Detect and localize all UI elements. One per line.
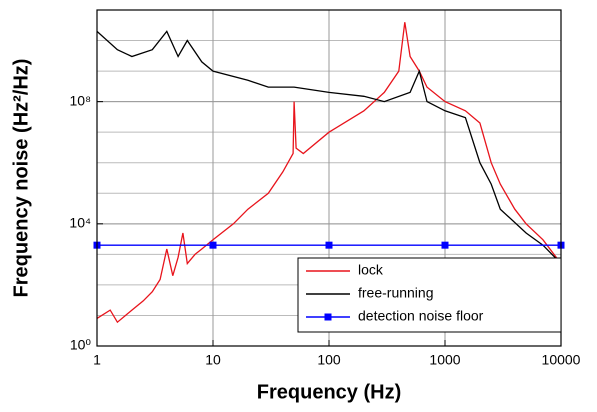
y-tick-label: 10⁸ bbox=[70, 92, 92, 108]
plot-frame bbox=[96, 9, 562, 347]
x-tick-label: 1000 bbox=[429, 352, 460, 368]
x-axis-label: Frequency (Hz) bbox=[257, 381, 401, 403]
series-marker bbox=[209, 241, 217, 249]
legend-label: free-running bbox=[358, 285, 434, 301]
legend-marker bbox=[324, 313, 332, 321]
series-marker bbox=[325, 241, 333, 249]
legend-label: lock bbox=[358, 262, 384, 278]
x-tick-label: 10000 bbox=[542, 352, 581, 368]
y-axis-label: Frequency noise (Hz²/Hz) bbox=[10, 59, 32, 298]
y-tick-label: 10⁰ bbox=[70, 337, 92, 353]
legend-label: detection noise floor bbox=[358, 308, 484, 324]
x-tick-label: 10 bbox=[205, 352, 221, 368]
x-tick-label: 100 bbox=[317, 352, 341, 368]
y-tick-label: 10⁴ bbox=[69, 215, 91, 231]
series-line bbox=[97, 22, 561, 324]
x-tick-label: 1 bbox=[93, 352, 101, 368]
series-line bbox=[97, 30, 561, 265]
series-marker bbox=[441, 241, 449, 249]
